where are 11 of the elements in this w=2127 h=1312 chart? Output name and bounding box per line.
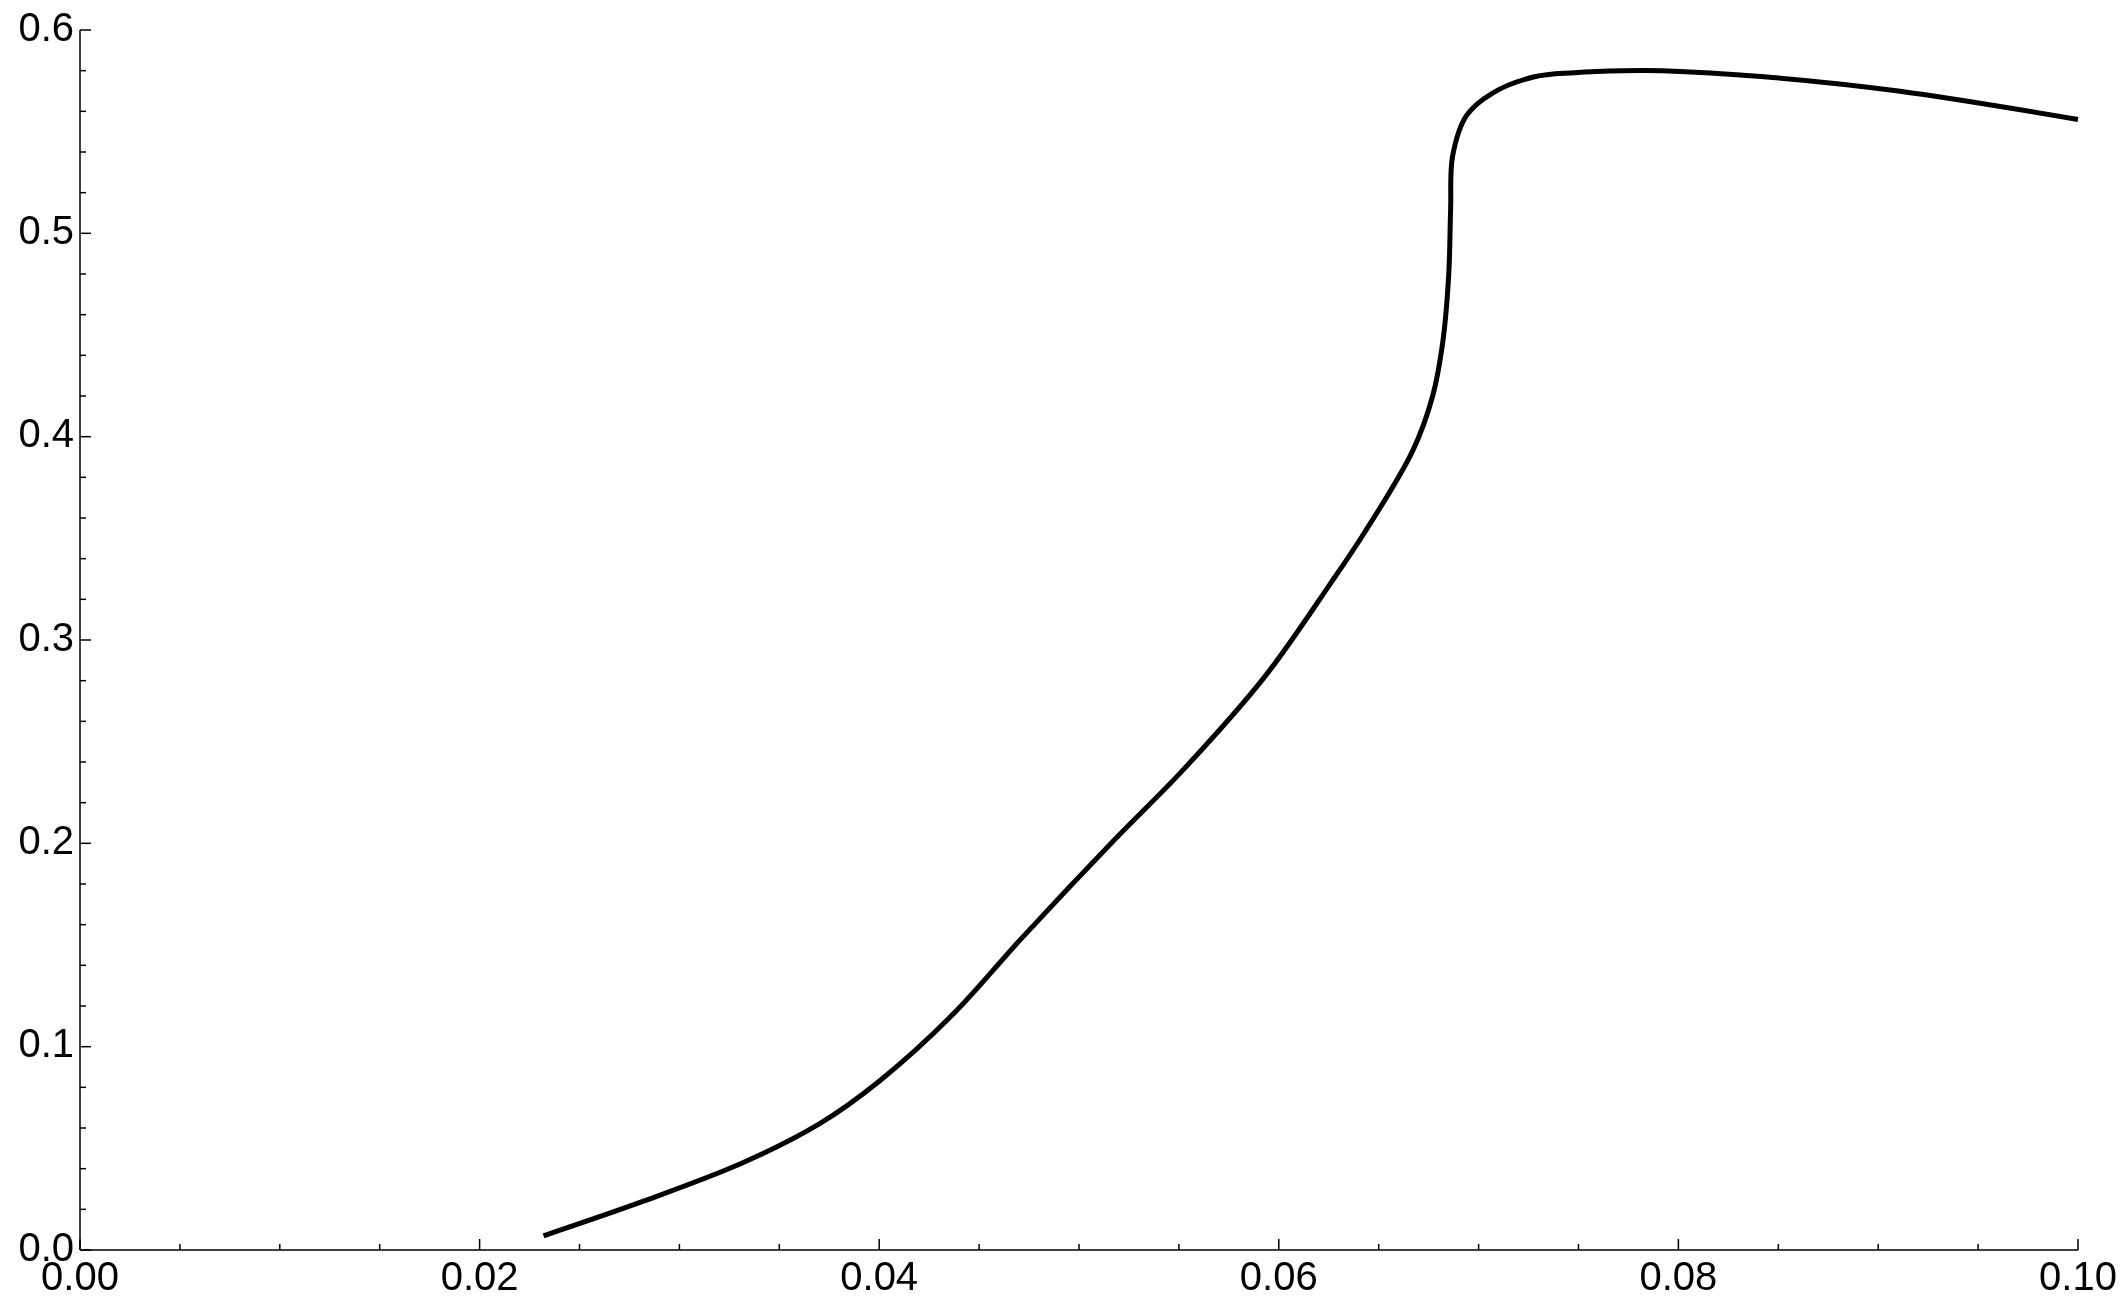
y-tick-label: 0.1 — [18, 1021, 74, 1066]
y-tick-label: 0.3 — [18, 614, 74, 659]
x-tick-label: 0.02 — [440, 1254, 519, 1298]
y-tick-label: 0.2 — [18, 817, 74, 862]
x-tick-label: 0.04 — [840, 1254, 919, 1298]
x-tick-label: 0.06 — [1239, 1254, 1318, 1298]
x-tick-label: 0.08 — [1639, 1254, 1718, 1298]
y-tick-label: 0.5 — [18, 207, 74, 252]
y-tick-label: 0.4 — [18, 411, 74, 456]
x-tick-label: 0.10 — [2039, 1254, 2117, 1298]
y-tick-label: 0.6 — [18, 4, 74, 49]
